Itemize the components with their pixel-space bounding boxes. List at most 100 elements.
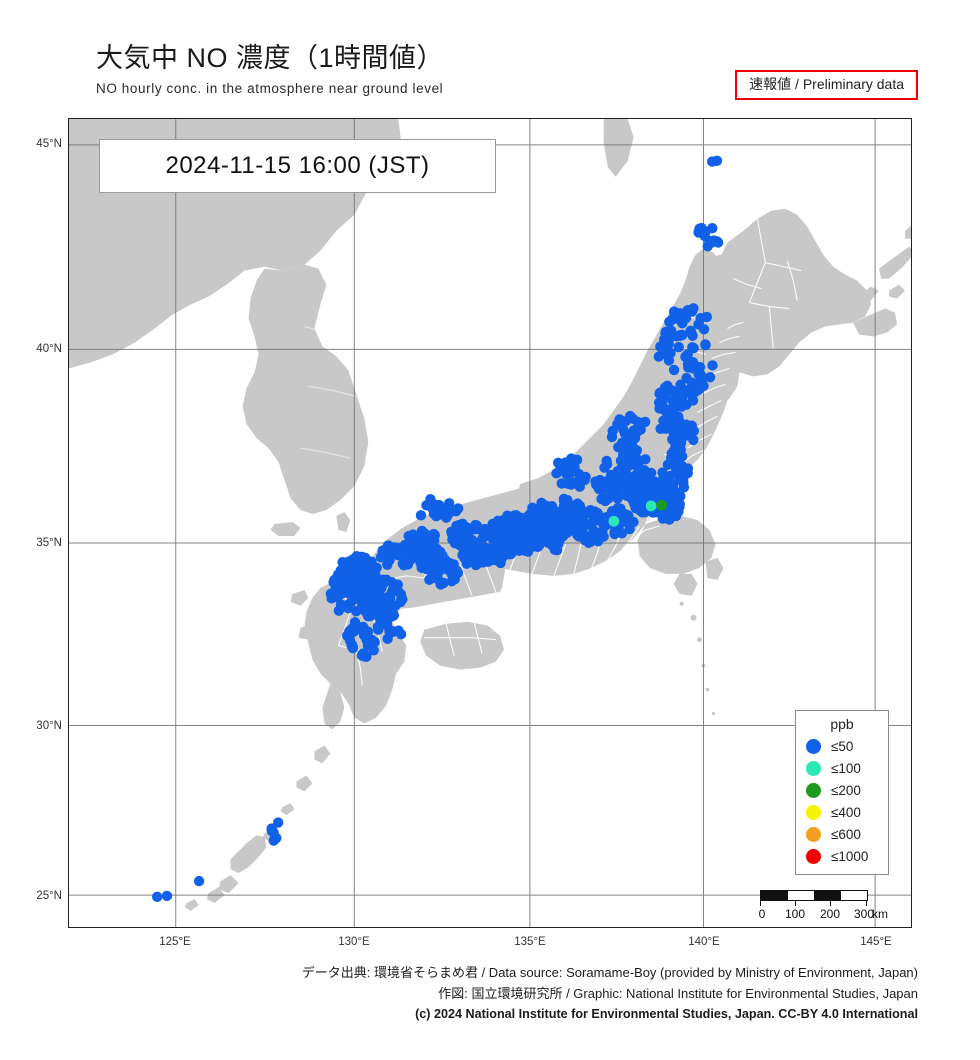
station-point [666, 314, 678, 325]
station-point [497, 545, 509, 556]
station-point [374, 579, 385, 591]
scale-unit-label: km [872, 907, 888, 921]
station-point [428, 528, 439, 540]
scale-tick-label: 100 [784, 907, 806, 921]
station-point [677, 329, 688, 341]
station-point [487, 518, 498, 530]
station-point [546, 539, 558, 551]
station-point [607, 506, 618, 517]
station-point [621, 450, 632, 462]
station-point [698, 380, 709, 392]
station-point [696, 222, 707, 234]
preliminary-data-badge: 速報値 / Preliminary data [735, 70, 918, 101]
station-point [424, 556, 436, 567]
scale-tick-label: 0 [758, 907, 766, 921]
station-point [497, 534, 508, 546]
legend-panel: ppb ≤50 ≤100 ≤200 ≤400 ≤600 ≤1000 [795, 710, 889, 875]
station-point [340, 581, 351, 592]
station-point [659, 404, 670, 415]
station-point [372, 621, 384, 632]
station-point [665, 329, 677, 340]
station-point [706, 156, 718, 167]
station-point [388, 626, 399, 637]
station-point [645, 467, 657, 479]
station-point [331, 578, 342, 589]
station-point [381, 620, 393, 631]
station-point [459, 527, 471, 539]
legend-swatch-icon [806, 804, 821, 820]
legend-item-label: ≤600 [831, 826, 861, 842]
map-panel[interactable]: 2024-11-15 16:00 (JST) ppb ≤50 ≤100 ≤200… [68, 118, 912, 928]
scale-bar-segments [760, 890, 868, 901]
station-point [675, 379, 686, 390]
station-point [442, 510, 453, 521]
station-point [398, 560, 409, 571]
station-point [549, 514, 561, 525]
station-point [362, 626, 374, 637]
station-point [597, 526, 608, 537]
station-point [671, 464, 682, 475]
station-point [606, 481, 617, 492]
scale-tick-label: 200 [819, 907, 841, 921]
station-point [541, 517, 552, 528]
station-point [685, 325, 696, 336]
station-point [704, 372, 716, 383]
station-point [605, 490, 616, 502]
legend-item-label: ≤50 [831, 738, 854, 754]
station-point [678, 419, 690, 431]
station-point [676, 401, 687, 412]
station-point [416, 525, 428, 537]
lon-tick-label: 140°E [688, 936, 720, 948]
scale-tick-label: 300 [853, 907, 875, 921]
station-point [599, 462, 610, 473]
station-point [678, 473, 689, 484]
station-point [446, 568, 457, 580]
lon-tick-label: 135°E [514, 936, 546, 948]
station-point [510, 529, 522, 540]
station-point [687, 395, 699, 406]
station-point [668, 427, 679, 438]
station-point [542, 525, 553, 537]
station-point [161, 890, 173, 902]
station-point [665, 495, 676, 507]
station-point [673, 411, 684, 422]
station-point [572, 498, 583, 509]
page-header: 大気中 NO 濃度（1時間値） NO hourly conc. in the a… [96, 36, 656, 96]
station-point [654, 388, 665, 399]
station-point [517, 542, 528, 554]
map-canvas[interactable] [69, 119, 911, 927]
station-point [570, 526, 581, 537]
kuril-islands-layer [837, 225, 911, 323]
station-point [359, 598, 370, 609]
station-point [575, 512, 587, 523]
station-point [623, 441, 634, 452]
station-point [573, 468, 585, 480]
station-point [665, 347, 676, 359]
station-point [343, 626, 355, 638]
station-point [444, 498, 455, 509]
station-point [416, 562, 427, 574]
station-point [425, 493, 436, 505]
station-point [687, 342, 698, 353]
footer: データ出典: 環境省そらまめ君 / Data source: Soramame-… [0, 962, 980, 1024]
station-point [386, 576, 397, 588]
station-point [609, 528, 620, 540]
legend-item: ≤400 [802, 801, 882, 823]
page-subtitle: NO hourly conc. in the atmosphere near g… [96, 81, 444, 96]
legend-item-label: ≤100 [831, 760, 861, 776]
station-point [594, 474, 606, 486]
station-point [402, 543, 413, 555]
scale-bar-labels: 0 100 200 300 km [758, 907, 895, 921]
station-point [415, 533, 427, 545]
lon-tick-label: 145°E [860, 936, 892, 948]
station-point [629, 429, 641, 440]
station-point [474, 524, 486, 535]
station-point [560, 496, 572, 508]
station-point [678, 482, 690, 493]
station-point [688, 434, 699, 446]
station-point [415, 510, 427, 521]
station-point [385, 545, 396, 556]
lon-tick-label: 130°E [338, 936, 370, 948]
station-point [556, 478, 567, 489]
station-point [656, 499, 667, 511]
